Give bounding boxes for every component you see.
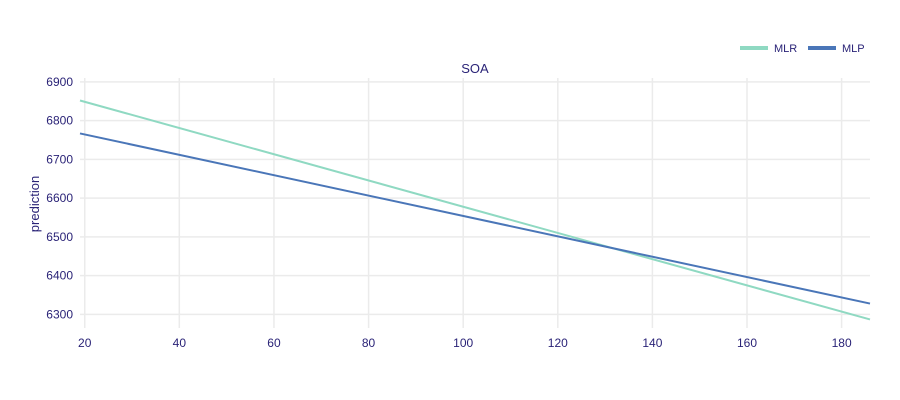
y-tick-label: 6700 [46, 152, 73, 166]
legend[interactable]: MLR MLP [740, 43, 865, 55]
tick-labels: 20 40 60 80 100 120 140 160 180 6300 6400 6500 6600 6… [46, 75, 852, 350]
y-tick-label: 6800 [46, 114, 73, 128]
x-tick-label: 180 [832, 336, 852, 350]
series-lines [79, 99, 871, 321]
y-tick-label: 6300 [46, 307, 73, 321]
x-tick-label: 120 [548, 336, 568, 350]
y-tick-label: 6400 [46, 269, 73, 283]
y-tick-label: 6900 [46, 75, 73, 89]
grid-lines [80, 78, 870, 328]
x-tick-label: 140 [642, 336, 662, 350]
series-line-mlr [79, 99, 871, 321]
y-tick-label: 6500 [46, 230, 73, 244]
legend-label: MLP [842, 43, 865, 55]
x-tick-label: 100 [453, 336, 473, 350]
legend-label: MLR [774, 43, 797, 55]
legend-item-mlr[interactable]: MLR [740, 43, 797, 55]
y-axis-title: prediction [27, 176, 42, 232]
x-tick-label: 80 [362, 336, 376, 350]
x-tick-label: 60 [267, 336, 281, 350]
x-tick-label: 160 [737, 336, 757, 350]
x-tick-label: 40 [173, 336, 187, 350]
x-tick-label: 20 [78, 336, 92, 350]
chart-title: SOA [461, 61, 489, 76]
y-tick-label: 6600 [46, 191, 73, 205]
legend-item-mlp[interactable]: MLP [808, 43, 865, 55]
series-line-mlp [79, 132, 871, 305]
